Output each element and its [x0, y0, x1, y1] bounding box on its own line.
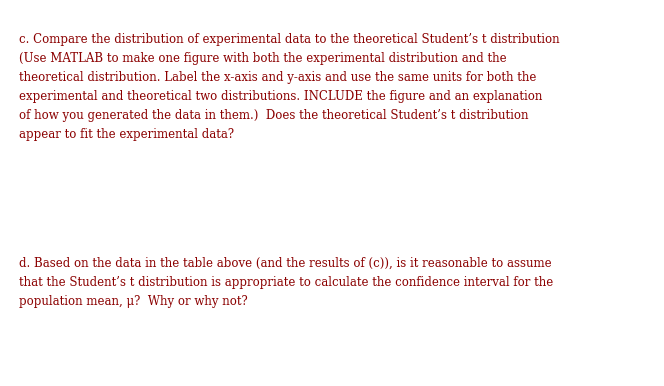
Text: d. Based on the data in the table above (and the results of (c)), is it reasonab: d. Based on the data in the table above … [19, 257, 553, 308]
Text: c. Compare the distribution of experimental data to the theoretical Student’s t : c. Compare the distribution of experimen… [19, 33, 559, 141]
